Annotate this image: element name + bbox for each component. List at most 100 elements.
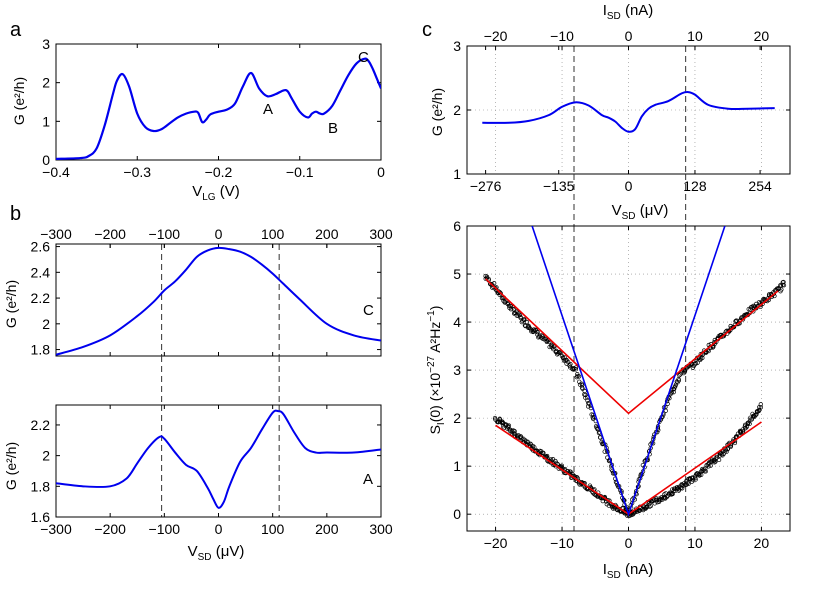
noise-point (743, 425, 748, 431)
y-tick-label: 2 (42, 316, 50, 332)
noise-point (577, 379, 582, 384)
x-tick-label-top: −20 (484, 28, 508, 44)
chart-c-bottom: −20 −10 0 10 20 0 1 2 3 4 5 6 (453, 218, 791, 551)
red-fit-line (485, 278, 779, 415)
noise-point (586, 401, 591, 406)
noise-point (574, 375, 579, 380)
x-tick-label: 0 (377, 164, 385, 180)
x-tick-label: −0.4 (42, 164, 70, 180)
noise-point (719, 450, 724, 455)
noise-point (611, 506, 616, 511)
noise-point (766, 292, 772, 297)
noise-point (740, 429, 746, 434)
y-tick-label: 2 (42, 75, 50, 91)
x-tick-label-top: −100 (149, 226, 181, 242)
noise-point (753, 413, 758, 418)
x-tick-label: 254 (748, 178, 772, 194)
x-tick-label-top: 200 (315, 226, 339, 242)
noise-point (758, 402, 763, 407)
x-tick-label: −0.3 (123, 164, 151, 180)
y-tick-label: 2.2 (31, 417, 51, 433)
y-tick-label: 0 (42, 152, 50, 168)
noise-point (664, 494, 670, 499)
noise-point (716, 457, 722, 463)
noise-point (545, 453, 550, 459)
noise-point (725, 446, 731, 452)
y-tick-label: 6 (453, 218, 461, 234)
x-tick-label-top: −300 (40, 226, 72, 242)
noise-point (532, 445, 537, 450)
noise-point (547, 339, 552, 345)
x-tick-label: −300 (40, 521, 72, 537)
y-tick-label: 1 (453, 458, 461, 474)
x-tick-label: −100 (149, 521, 181, 537)
xlabel-b: VSD (μV) (188, 543, 245, 563)
x-tick-label: 300 (369, 521, 393, 537)
conductance-curve-C (56, 246, 381, 356)
noise-point (719, 452, 724, 457)
y-tick-label: 1.6 (31, 509, 51, 525)
y-tick-label: 1 (42, 113, 50, 129)
y-tick-label: 1.8 (31, 342, 51, 358)
plot-frame (55, 43, 382, 161)
noise-point (781, 283, 787, 288)
y-tick-label: 2.4 (31, 264, 51, 280)
annotation-b-bottom: A (363, 471, 373, 488)
noise-point (492, 281, 497, 286)
noise-point (573, 367, 578, 372)
y-tick-label: 3 (453, 362, 461, 378)
noise-point (518, 314, 523, 320)
x-tick-label-top: −10 (550, 28, 574, 44)
plot-area (56, 44, 381, 160)
plot-frame (55, 243, 382, 357)
chart-b-top: −300 −200 −100 0 100 200 300 1.8 2 2.2 2.4 2.6 (31, 226, 393, 405)
annotation-B: B (328, 120, 338, 137)
ylabel-c-top: G (e²/h) (429, 88, 445, 136)
noise-point (703, 469, 708, 474)
x-tick-label-top: −200 (94, 226, 126, 242)
noise-point (682, 369, 688, 374)
noise-point (731, 324, 737, 330)
x-tick-label-top: 300 (369, 226, 393, 242)
noise-point (648, 503, 653, 509)
x-tick-label: −200 (94, 521, 126, 537)
noise-point (508, 427, 513, 433)
x-tick-label: 0 (625, 535, 633, 551)
y-tick-label: 3 (42, 36, 50, 52)
noise-point (758, 405, 763, 410)
ylabel-c-bottom: SI(0) (×10−27 A²Hz−1) (426, 306, 447, 435)
conductance-curve-A (56, 409, 381, 509)
plot-frame (466, 45, 791, 175)
xlabel-c-mid: VSD (μV) (612, 202, 669, 222)
x-tick-label: 128 (683, 178, 707, 194)
x-tick-label: −10 (550, 535, 574, 551)
noise-point (602, 449, 607, 454)
x-tick-label: −0.1 (286, 164, 314, 180)
noise-point (493, 286, 498, 291)
noise-point (686, 481, 691, 486)
plot-area (56, 244, 381, 356)
y-tick-label: 1.8 (31, 478, 51, 494)
conductance-curve (56, 57, 381, 160)
conductance-curve-c (482, 90, 775, 133)
noise-point (512, 429, 517, 434)
plot-frame (466, 225, 791, 532)
noise-point (676, 377, 681, 382)
ylabel-a: G (e²/h) (11, 77, 27, 125)
blue-fit-line (531, 226, 726, 517)
panel-label-c: c (422, 19, 432, 41)
y-tick-label: 0 (453, 506, 461, 522)
x-tick-label: −276 (470, 178, 502, 194)
y-tick-label: 2.6 (31, 239, 51, 255)
x-tick-label-top: 0 (625, 28, 633, 44)
x-tick-label: 20 (754, 535, 770, 551)
plot-area (56, 405, 381, 517)
x-tick-label-top: 10 (687, 28, 703, 44)
noise-point (693, 360, 698, 366)
noise-point (508, 304, 514, 309)
noise-point (714, 453, 720, 458)
y-tick-label: 2 (453, 102, 461, 118)
x-tick-label: −20 (484, 535, 508, 551)
panel-label-b: b (10, 203, 21, 225)
